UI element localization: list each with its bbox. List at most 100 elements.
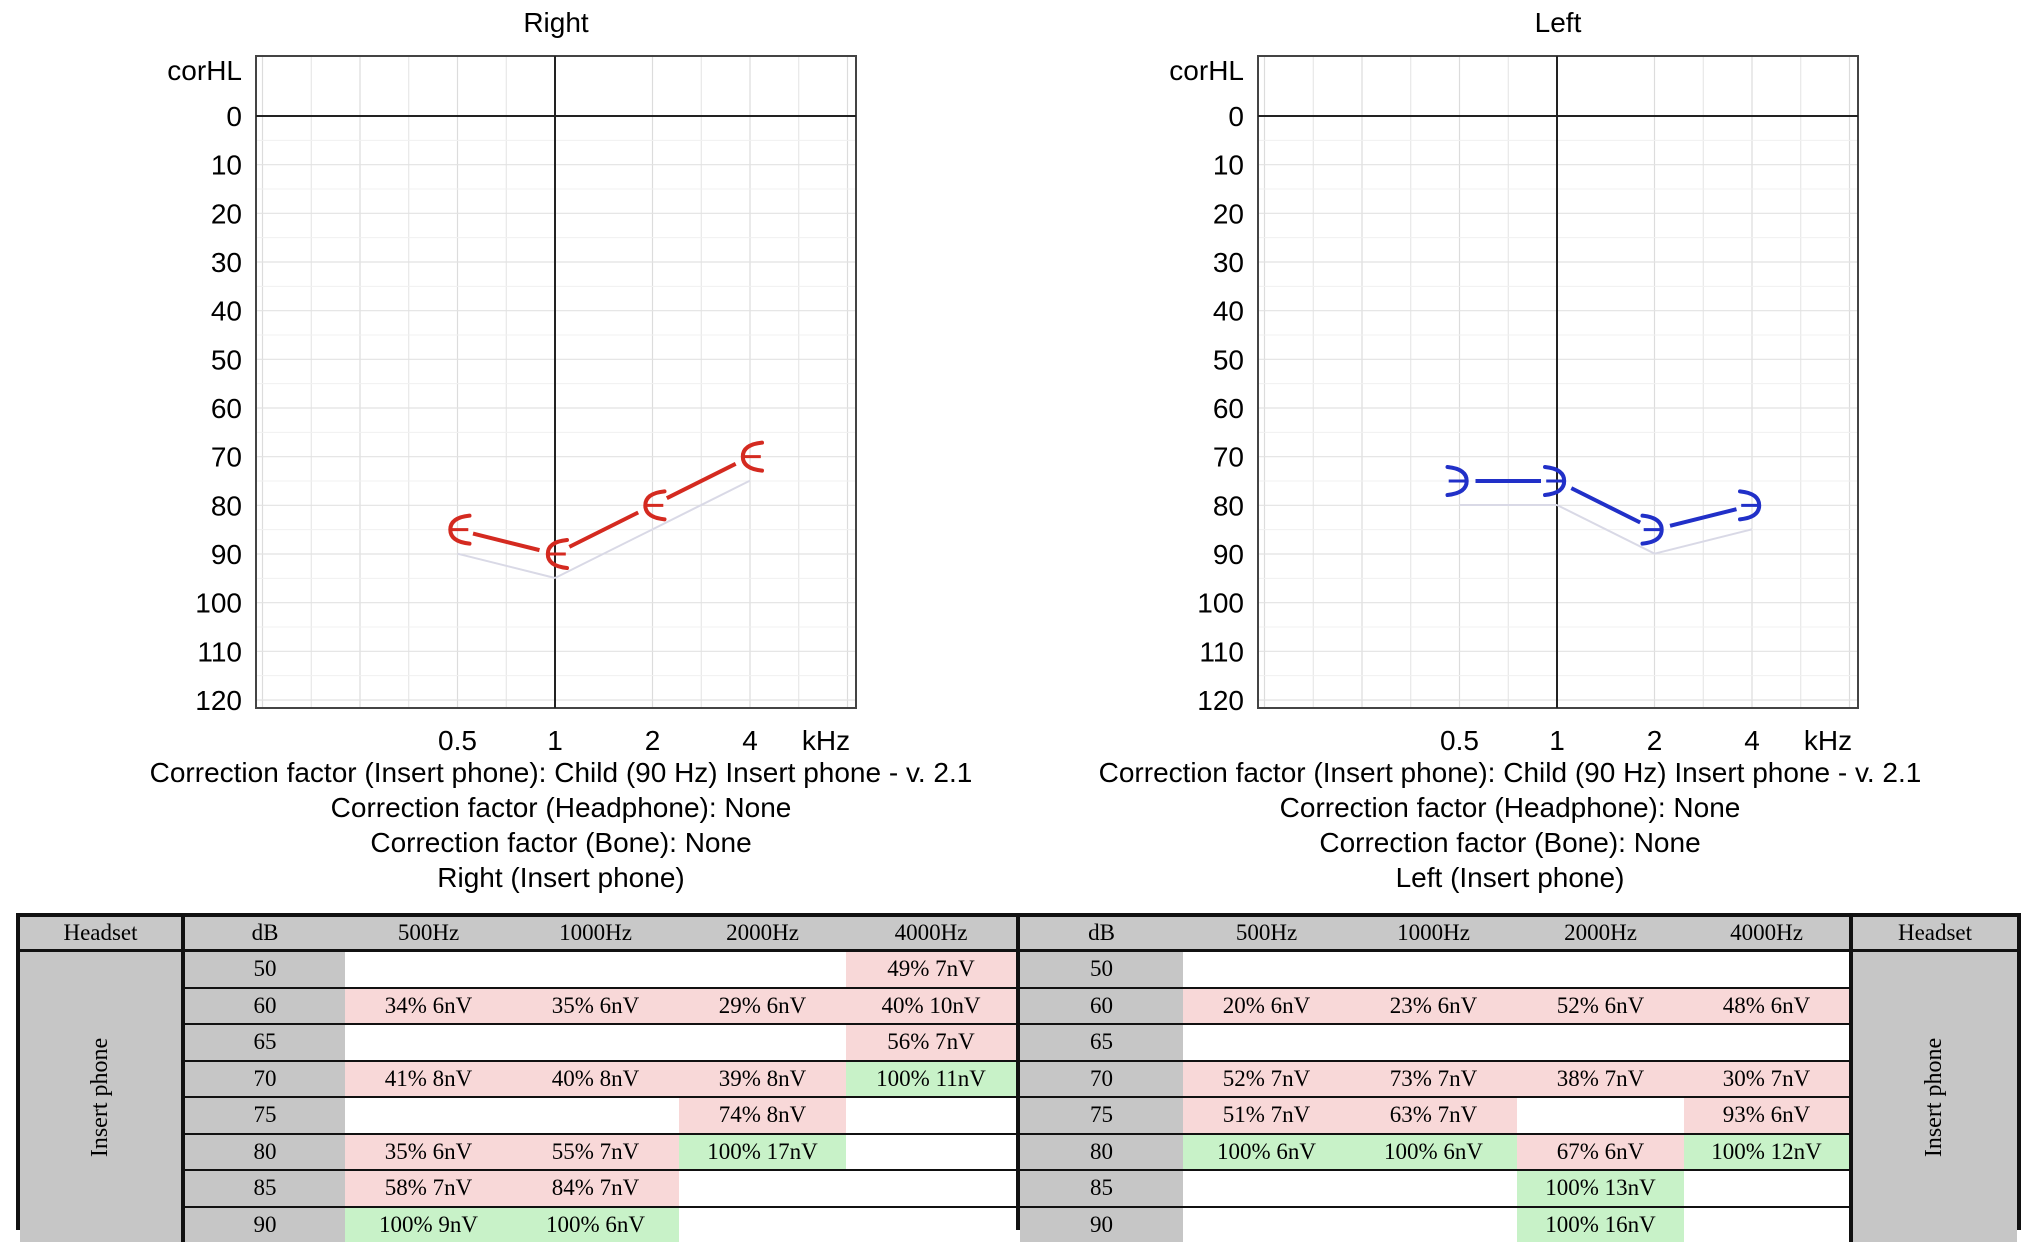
- response-cell: 40% 10nV: [846, 987, 1016, 1025]
- db-level-cell: 60: [183, 987, 345, 1025]
- table-row: 65: [1020, 1024, 2017, 1062]
- y-tick-label: 40: [1213, 296, 1244, 327]
- response-cell: [1183, 1170, 1350, 1208]
- response-cell: [679, 1170, 846, 1208]
- response-cell: [846, 1206, 1016, 1242]
- caption-line: Left (Insert phone): [1395, 862, 1625, 893]
- table-row: 50 Insert phone: [1020, 950, 2017, 1242]
- y-tick-label: 70: [1213, 442, 1244, 473]
- headset-cell: Insert phone: [20, 950, 185, 1242]
- y-tick-label: 120: [195, 685, 242, 716]
- x-tick-label: 4: [742, 725, 758, 756]
- column-header: 4000Hz: [1684, 917, 1851, 952]
- right-table: Headset dB 500Hz 1000Hz 2000Hz 4000Hz Insert p…: [20, 917, 1016, 1242]
- response-cell: [1350, 1024, 1517, 1062]
- x-tick-label: 0.5: [1440, 725, 1479, 756]
- response-cell: 100% 6nV: [1183, 1133, 1350, 1171]
- column-header: 1000Hz: [1350, 917, 1517, 952]
- y-tick-label: 110: [197, 636, 242, 667]
- column-header: 2000Hz: [679, 917, 846, 952]
- table-row: 60 20% 6nV 23% 6nV 52% 6nV 48% 6nV: [1020, 987, 2017, 1025]
- response-cell: 100% 17nV: [679, 1133, 846, 1171]
- response-cell: [512, 1097, 679, 1135]
- ghost-line: [1556, 504, 1655, 555]
- response-cell: 51% 7nV: [1183, 1097, 1350, 1135]
- response-cell: 74% 8nV: [679, 1097, 846, 1135]
- response-cell: 100% 12nV: [1684, 1133, 1851, 1171]
- response-cell: 30% 7nV: [1684, 1060, 1851, 1098]
- db-level-cell: 80: [183, 1133, 345, 1171]
- table-row: 80 35% 6nV 55% 7nV 100% 17nV: [20, 1133, 1016, 1171]
- column-header: dB: [1020, 917, 1183, 952]
- response-cell: 52% 7nV: [1183, 1060, 1350, 1098]
- table-row: 85 58% 7nV 84% 7nV: [20, 1170, 1016, 1208]
- left-captions: Correction factor (Insert phone): Child …: [1060, 755, 1960, 895]
- caption-line: Correction factor (Insert phone): Child …: [149, 757, 973, 788]
- table-header-row: Headset dB 500Hz 1000Hz 2000Hz 4000Hz: [20, 917, 1016, 952]
- response-cell: [1684, 1206, 1851, 1242]
- y-tick-label: 30: [211, 247, 242, 278]
- series-line: [1570, 486, 1642, 525]
- response-cell: [1183, 950, 1350, 989]
- chart-title: Left: [1535, 7, 1582, 38]
- column-header: 4000Hz: [846, 917, 1016, 952]
- y-tick-label: 70: [211, 442, 242, 473]
- response-cell: [1517, 1024, 1684, 1062]
- response-cell: 20% 6nV: [1183, 987, 1350, 1025]
- y-tick-label: 90: [211, 539, 242, 570]
- column-header: 1000Hz: [512, 917, 679, 952]
- table-row: 70 52% 7nV 73% 7nV 38% 7nV 30% 7nV: [1020, 1060, 2017, 1098]
- response-cell: [1684, 950, 1851, 989]
- db-level-cell: 50: [183, 950, 345, 989]
- response-cell: 58% 7nV: [345, 1170, 512, 1208]
- y-axis-label: corHL: [167, 55, 242, 86]
- response-cell: [679, 950, 846, 989]
- response-cell: [1183, 1206, 1350, 1242]
- table-row: 70 41% 8nV 40% 8nV 39% 8nV 100% 11nV: [20, 1060, 1016, 1098]
- y-tick-label: 30: [1213, 247, 1244, 278]
- response-cell: [345, 950, 512, 989]
- y-tick-label: 0: [226, 101, 242, 132]
- db-level-cell: 85: [1020, 1170, 1183, 1208]
- table-row: Insert phone 50 49% 7nV: [20, 950, 1016, 1242]
- response-cell: [846, 1170, 1016, 1208]
- y-tick-label: 20: [211, 198, 242, 229]
- y-tick-label: 20: [1213, 198, 1244, 229]
- response-cell: [1350, 950, 1517, 989]
- response-cell: [1684, 1170, 1851, 1208]
- right-captions: Correction factor (Insert phone): Child …: [111, 755, 1011, 895]
- db-level-cell: 65: [183, 1024, 345, 1062]
- caption-line: Correction factor (Headphone): None: [330, 792, 792, 823]
- column-header: 500Hz: [1183, 917, 1350, 952]
- response-cell: [846, 1133, 1016, 1171]
- caption-line: Right (Insert phone): [437, 862, 685, 893]
- y-tick-label: 100: [195, 588, 242, 619]
- response-cell: 38% 7nV: [1517, 1060, 1684, 1098]
- response-cell: 67% 6nV: [1517, 1133, 1684, 1171]
- response-cell: 100% 16nV: [1517, 1206, 1684, 1242]
- ghost-line: [554, 528, 653, 579]
- right-results-table: Headset dB 500Hz 1000Hz 2000Hz 4000Hz Insert p…: [16, 913, 1020, 1242]
- caption-line: Correction factor (Bone): None: [370, 827, 752, 858]
- caption-line: Correction factor (Bone): None: [1319, 827, 1701, 858]
- y-tick-label: 90: [1213, 539, 1244, 570]
- y-tick-label: 50: [211, 344, 242, 375]
- response-cell: 100% 11nV: [846, 1060, 1016, 1098]
- left-results-table: dB 500Hz 1000Hz 2000Hz 4000Hz Headset 50 Insert…: [1016, 913, 2021, 1242]
- table-row: 75 74% 8nV: [20, 1097, 1016, 1135]
- ghost-line: [652, 479, 751, 531]
- response-cell: 63% 7nV: [1350, 1097, 1517, 1135]
- response-cell: 100% 13nV: [1517, 1170, 1684, 1208]
- response-cell: [345, 1024, 512, 1062]
- table-row: 80 100% 6nV 100% 6nV 67% 6nV 100% 12nV: [1020, 1133, 2017, 1171]
- db-level-cell: 65: [1020, 1024, 1183, 1062]
- db-level-cell: 90: [1020, 1206, 1183, 1242]
- x-tick-label: 2: [645, 725, 661, 756]
- y-tick-label: 50: [1213, 344, 1244, 375]
- db-level-cell: 75: [183, 1097, 345, 1135]
- response-cell: 41% 8nV: [345, 1060, 512, 1098]
- column-header: 2000Hz: [1517, 917, 1684, 952]
- x-tick-label: 1: [547, 725, 563, 756]
- response-cell: 34% 6nV: [345, 987, 512, 1025]
- response-cell: [512, 1024, 679, 1062]
